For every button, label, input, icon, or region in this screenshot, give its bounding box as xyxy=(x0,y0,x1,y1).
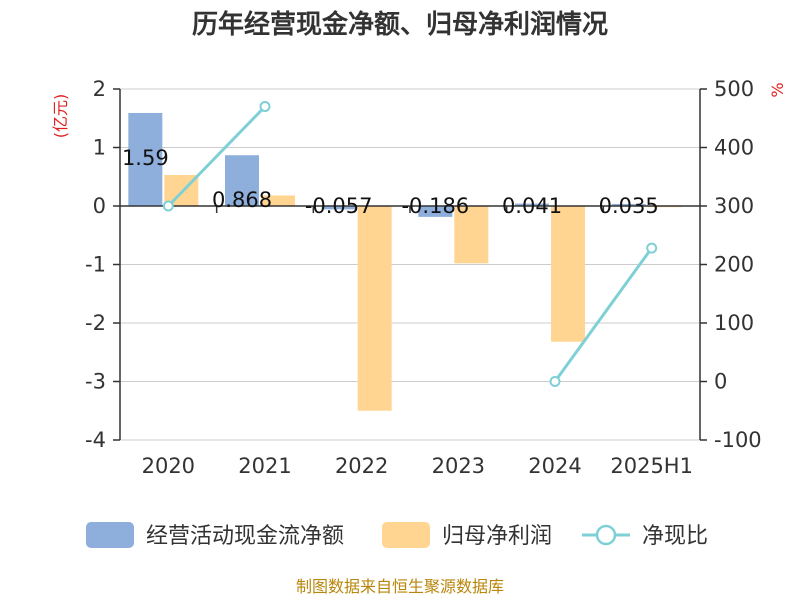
legend-swatch-profit xyxy=(382,522,430,548)
legend-item-profit[interactable]: 归母净利润 xyxy=(382,522,552,549)
right-tick-label: 200 xyxy=(714,253,754,277)
legend-swatch-cashflow xyxy=(86,522,134,548)
legend-label-ratio: 净现比 xyxy=(642,524,708,549)
bar-profit-2023 xyxy=(454,206,489,264)
ratio-point-2021[interactable] xyxy=(259,101,271,113)
bar-profit-2024 xyxy=(551,206,585,342)
left-tick-label: 2 xyxy=(93,77,106,101)
x-tick-label-2020: 2020 xyxy=(142,454,195,478)
x-tick-label-2021: 2021 xyxy=(238,454,291,478)
right-axis-unit: % xyxy=(768,82,787,97)
ratio-line-segment xyxy=(167,105,267,208)
bar-cashflow-2022 xyxy=(321,206,356,210)
data-label-cashflow-2020: 1.59 xyxy=(122,146,169,170)
bars xyxy=(128,112,682,411)
tick-labels: 2 1 0 -1 -2 -3 -4 500 400 300 200 100 0 -100 2020 2021 2… xyxy=(85,77,762,478)
bar-cashflow-2025H1 xyxy=(611,203,646,206)
legend-item-cashflow[interactable]: 经营活动现金流净额 xyxy=(86,522,344,549)
data-label-cashflow-2025H1: 0.035 xyxy=(599,194,659,218)
left-tick-label: -2 xyxy=(85,311,106,335)
right-tick-label: 0 xyxy=(714,370,727,394)
axes xyxy=(113,88,707,441)
left-tick-label: -4 xyxy=(85,428,106,452)
chart-title: 历年经营现金净额、归母净利润情况 xyxy=(192,9,608,40)
data-label-cashflow-2021: 0.868 xyxy=(212,188,272,212)
data-label-cashflow-2022: -0.057 xyxy=(305,194,373,218)
data-labels: 1.59 0.868 -0.057 -0.186 0.041 0.035 xyxy=(122,146,659,218)
ratio-point-2025H1[interactable] xyxy=(646,242,658,254)
bar-profit-2022 xyxy=(357,206,392,411)
left-tick-label: 1 xyxy=(93,136,106,160)
right-tick-label: 400 xyxy=(714,136,754,160)
ratio-point-2024[interactable] xyxy=(549,376,561,387)
legend-label-cashflow: 经营活动现金流净额 xyxy=(146,524,344,549)
ratio-line xyxy=(162,101,658,387)
right-tick-label: 300 xyxy=(714,194,754,218)
gridlines xyxy=(120,88,700,441)
left-tick-label: -3 xyxy=(85,370,106,394)
legend: 经营活动现金流净额 归母净利润 净现比 xyxy=(86,522,708,549)
bar-cashflow-2021 xyxy=(225,155,259,206)
x-tick-label-2022: 2022 xyxy=(335,454,388,478)
legend-item-ratio[interactable]: 净现比 xyxy=(582,524,708,549)
right-tick-label: 500 xyxy=(714,77,754,101)
data-label-cashflow-2024: 0.041 xyxy=(502,194,562,218)
bar-cashflow-2020 xyxy=(128,112,163,206)
bar-profit-2021 xyxy=(261,195,295,206)
x-tick-label-2025H1: 2025H1 xyxy=(610,454,693,478)
legend-label-profit: 归母净利润 xyxy=(442,524,552,549)
left-axis-unit: (亿元) xyxy=(51,94,70,139)
left-tick-label: 0 xyxy=(93,194,106,218)
right-tick-label: -100 xyxy=(714,428,762,452)
x-tick-label-2024: 2024 xyxy=(528,454,581,478)
bar-cashflow-2023 xyxy=(418,206,453,217)
source-note: 制图数据来自恒生聚源数据库 xyxy=(296,577,504,596)
ratio-line-segment xyxy=(553,247,653,383)
ratio-point-2020[interactable] xyxy=(162,200,174,212)
right-tick-label: 100 xyxy=(714,311,754,335)
x-tick-label-2023: 2023 xyxy=(432,454,485,478)
data-label-cashflow-2023: -0.186 xyxy=(401,194,469,218)
legend-marker-ratio xyxy=(595,524,617,546)
left-tick-label: -1 xyxy=(85,253,106,277)
bar-cashflow-2024 xyxy=(515,203,549,206)
